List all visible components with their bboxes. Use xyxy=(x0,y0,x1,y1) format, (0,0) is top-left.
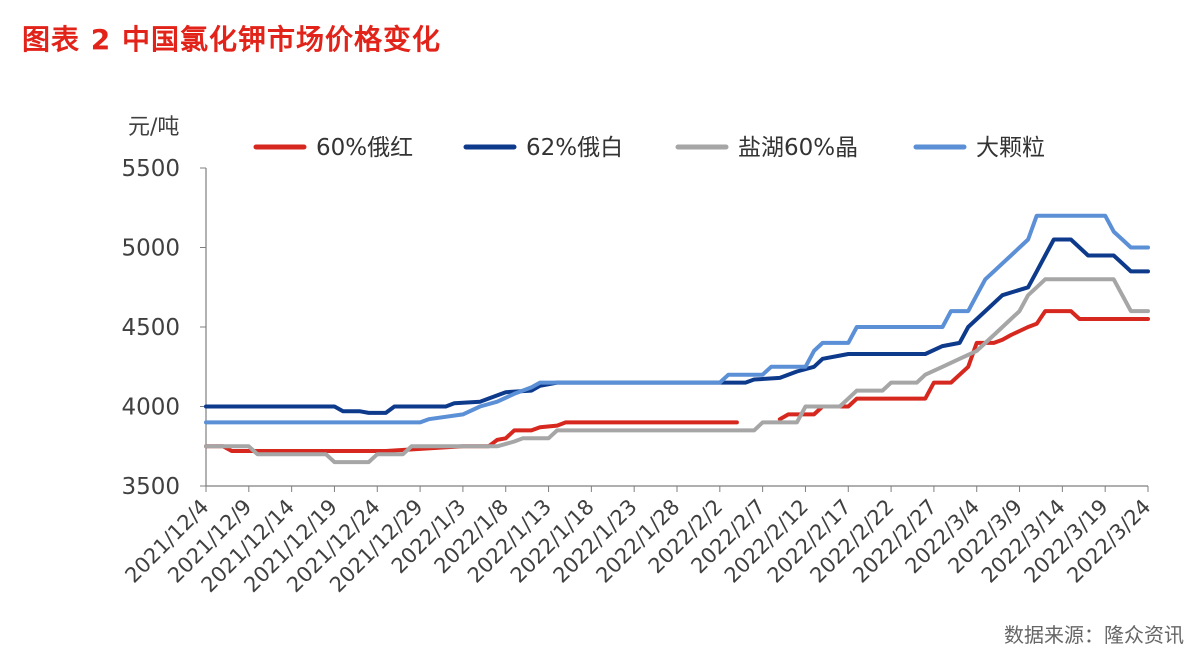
legend: 60%俄红 62%俄白 盐湖60%晶 大颗粒 xyxy=(253,135,1045,161)
y-tick-label: 5000 xyxy=(121,236,180,262)
y-axis: 3500 4000 4500 5000 5500 xyxy=(121,156,207,500)
series-line-1 xyxy=(777,309,1150,422)
y-tick-label: 4500 xyxy=(121,315,180,341)
series-line-3 xyxy=(204,277,1150,465)
chart-title: 图表 2 中国氯化钾市场价格变化 xyxy=(22,23,441,56)
legend-label: 60%俄红 xyxy=(316,135,413,161)
legend-label: 大颗粒 xyxy=(976,135,1045,161)
y-tick-label: 3500 xyxy=(121,474,180,500)
legend-label: 62%俄白 xyxy=(526,135,623,161)
series-line-0 xyxy=(204,420,739,453)
series-line-4 xyxy=(204,213,1150,425)
source-note: 数据来源：隆众资讯 xyxy=(1004,623,1184,647)
y-tick-label: 5500 xyxy=(121,156,180,182)
x-axis: 2021/12/42021/12/92021/12/142021/12/1920… xyxy=(120,485,1156,597)
series-layer xyxy=(204,213,1150,465)
legend-label: 盐湖60%晶 xyxy=(738,135,858,161)
y-tick-label: 4000 xyxy=(121,395,180,421)
series-line-2 xyxy=(204,237,1150,415)
y-axis-unit: 元/吨 xyxy=(128,115,179,140)
